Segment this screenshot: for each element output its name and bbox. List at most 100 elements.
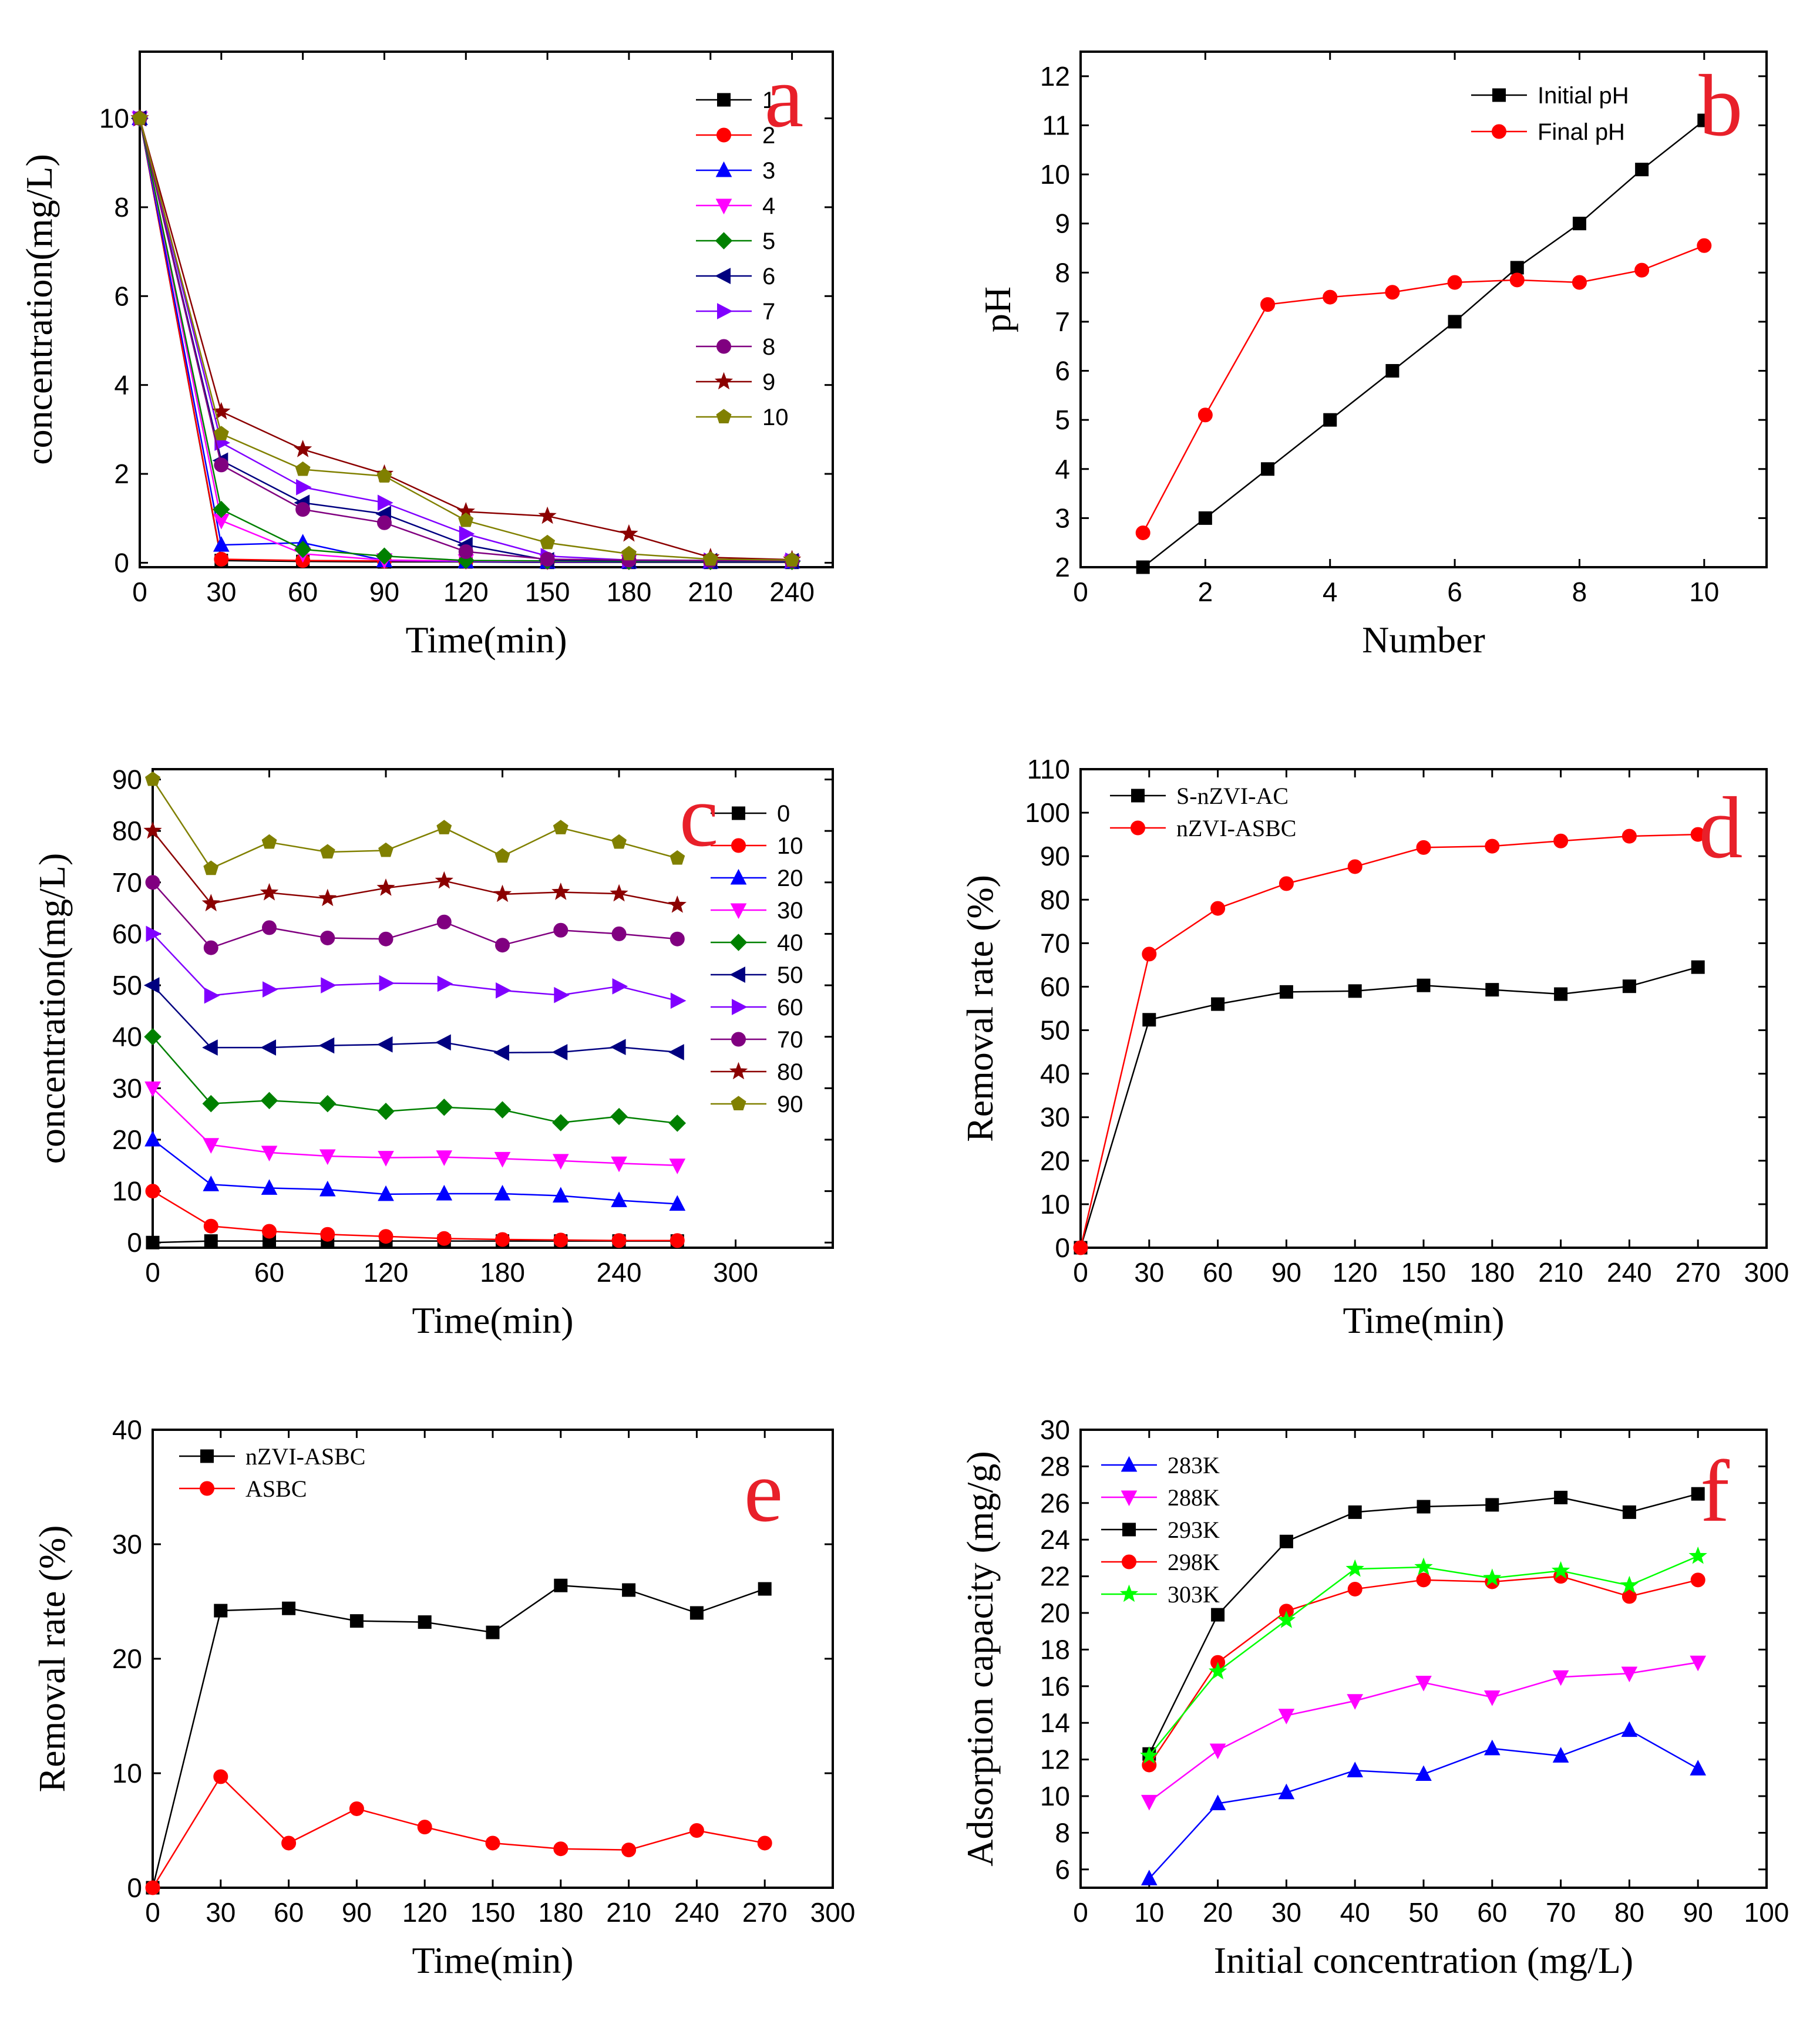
y-tick-label: 0 <box>127 1227 142 1258</box>
data-point <box>213 426 229 440</box>
data-point <box>436 820 452 834</box>
series-line-segment <box>221 410 304 450</box>
data-point <box>1136 560 1150 574</box>
data-point <box>1483 1568 1502 1587</box>
legend-marker <box>200 1481 214 1496</box>
data-point <box>670 992 687 1009</box>
y-tick-label: 20 <box>112 1124 142 1155</box>
data-point <box>214 551 229 567</box>
data-point <box>1690 1760 1707 1776</box>
series-line-segment <box>1217 1715 1287 1752</box>
data-point <box>493 1101 512 1119</box>
data-point <box>144 1130 161 1147</box>
series-line-segment <box>1560 1672 1630 1678</box>
series-line-segment <box>211 1144 270 1154</box>
series-line-segment <box>1423 845 1492 848</box>
series-line-segment <box>1492 1569 1561 1579</box>
data-point <box>294 541 312 558</box>
data-point <box>553 1232 568 1248</box>
data-point <box>319 1149 336 1166</box>
data-point <box>1347 1761 1364 1777</box>
legend-label: 8 <box>762 334 775 360</box>
series-line-segment <box>386 1156 445 1158</box>
legend-marker <box>729 966 745 983</box>
legend-label: 303K <box>1168 1581 1220 1608</box>
y-tick-label: 4 <box>114 370 129 400</box>
series-line-segment <box>560 1584 629 1591</box>
series-line-segment <box>211 1183 270 1189</box>
series-line-segment <box>1286 865 1355 885</box>
y-tick-label: 5 <box>1055 405 1070 435</box>
y-tick-label: 30 <box>1040 1102 1070 1133</box>
legend-label: 6 <box>762 264 775 289</box>
x-tick-label: 300 <box>713 1257 758 1288</box>
legend-label: 3 <box>762 158 775 184</box>
series-line-segment <box>384 502 466 535</box>
data-point <box>621 545 637 561</box>
y-tick-label: 12 <box>1040 61 1070 92</box>
y-tick-label: 80 <box>112 816 142 846</box>
x-tick-label: 70 <box>1546 1897 1576 1928</box>
series-line-segment <box>139 118 223 510</box>
data-point <box>376 878 395 896</box>
series-line-segment <box>1286 1511 1355 1542</box>
data-point <box>540 534 556 550</box>
series-line-segment <box>1355 1770 1424 1775</box>
data-point <box>261 1146 278 1161</box>
series-line-segment <box>1392 281 1455 293</box>
series-line-segment <box>560 1116 620 1124</box>
series-line-segment <box>1217 883 1287 910</box>
series-S-nZVI-AC: S-nZVI-AC <box>1074 783 1705 1255</box>
data-point <box>1417 1500 1431 1514</box>
series-50: 50 <box>143 962 803 1061</box>
series-line-segment <box>1423 1747 1493 1775</box>
data-point <box>1697 113 1711 127</box>
data-point <box>203 1138 220 1154</box>
y-tick-label: 70 <box>1040 928 1070 958</box>
series-line-segment <box>327 937 386 940</box>
data-point <box>435 1034 451 1051</box>
data-point <box>1554 987 1568 1001</box>
series-line-segment <box>221 433 304 470</box>
x-tick-label: 180 <box>1469 1257 1515 1288</box>
series-line-segment <box>1455 279 1518 284</box>
series-line-segment <box>302 553 385 561</box>
series-line-segment <box>1354 1682 1424 1702</box>
y-tick-label: 10 <box>1040 1781 1070 1811</box>
data-point <box>144 1081 161 1097</box>
series-line-segment <box>1217 991 1287 1005</box>
x-tick-label: 270 <box>742 1897 788 1928</box>
data-point <box>611 1191 627 1207</box>
series-line-segment <box>356 1808 425 1828</box>
series-line-segment <box>1423 1566 1492 1579</box>
data-point <box>260 883 279 901</box>
data-point <box>1447 275 1462 290</box>
x-tick-label: 30 <box>206 1897 236 1928</box>
data-point <box>622 1583 636 1597</box>
series-line-segment <box>547 558 629 561</box>
x-tick-label: 10 <box>1689 577 1719 607</box>
series-8: 8 <box>132 111 800 568</box>
series-line-segment <box>152 933 212 996</box>
data-point <box>436 914 452 929</box>
series-line-segment <box>1330 291 1393 298</box>
data-point <box>458 512 474 527</box>
series-line-segment <box>1560 1570 1630 1587</box>
data-point <box>1347 859 1363 874</box>
series-line-segment <box>502 1051 561 1054</box>
series-30: 30 <box>144 898 803 1174</box>
data-point <box>1634 262 1650 278</box>
series-line-segment <box>697 1830 765 1844</box>
data-point <box>203 1218 218 1234</box>
series-line-segment <box>444 880 503 895</box>
data-point <box>260 1039 277 1056</box>
data-point <box>784 552 800 567</box>
data-point <box>319 844 335 859</box>
series-line-segment <box>492 1585 561 1633</box>
data-point <box>551 882 570 900</box>
series-line-segment <box>139 118 223 412</box>
data-point <box>321 977 337 993</box>
data-point <box>668 1044 684 1060</box>
data-point <box>1691 960 1705 974</box>
data-point <box>611 834 627 849</box>
